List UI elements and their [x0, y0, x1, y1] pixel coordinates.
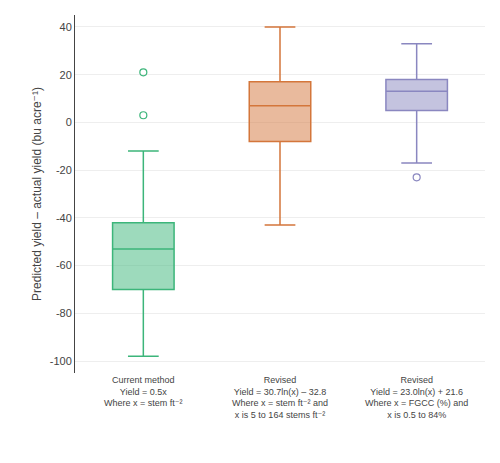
svg-text:0: 0 — [66, 116, 72, 128]
svg-text:-100: -100 — [50, 355, 72, 367]
svg-text:RevisedYield = 30.7ln(x) – 32.: RevisedYield = 30.7ln(x) – 32.8Where x =… — [232, 375, 328, 420]
svg-text:RevisedYield = 23.0ln(x) + 21.: RevisedYield = 23.0ln(x) + 21.6Where x =… — [365, 375, 468, 420]
svg-text:-80: -80 — [56, 307, 72, 319]
svg-text:20: 20 — [60, 69, 72, 81]
svg-text:-20: -20 — [56, 164, 72, 176]
svg-text:-60: -60 — [56, 259, 72, 271]
svg-text:Current methodYield = 0.5xWher: Current methodYield = 0.5xWhere x = stem… — [104, 375, 183, 408]
svg-text:Predicted yield – actual yield: Predicted yield – actual yield (bu acre⁻… — [30, 87, 44, 301]
svg-text:40: 40 — [60, 21, 72, 33]
svg-text:-40: -40 — [56, 212, 72, 224]
